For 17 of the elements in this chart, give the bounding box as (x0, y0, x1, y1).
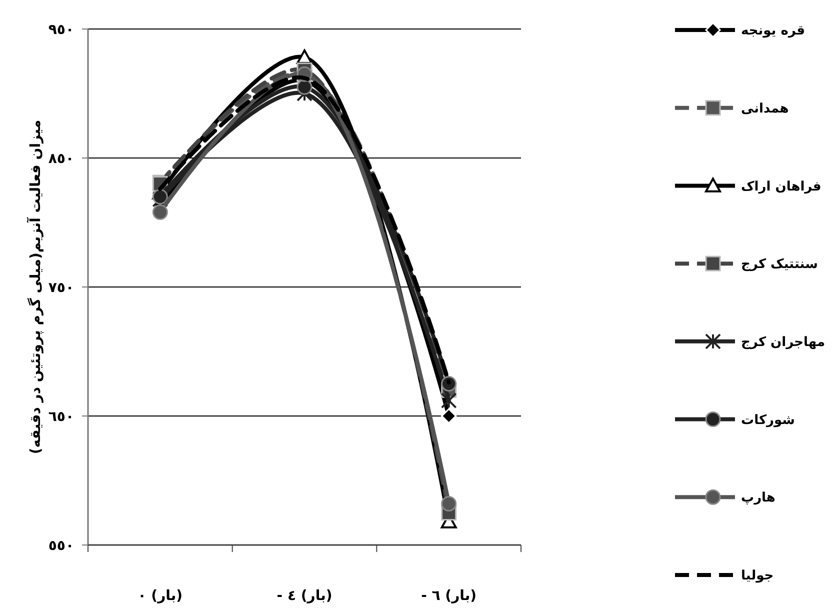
legend-label: شورکات (741, 412, 795, 428)
x-tick-label: (بار) ٠ (138, 588, 183, 604)
x-tick-label: (بار) ٦ - (421, 588, 477, 604)
legend-label: هارپ (741, 490, 776, 506)
legend-label: جولیا (741, 568, 774, 584)
y-tick-label: ٦٥٠ (48, 408, 74, 425)
y-tick-label: ٨٥٠ (48, 150, 74, 167)
x-tick-label: (بار) ٤ - (276, 588, 332, 604)
legend-label: قره یونجه (741, 24, 805, 39)
y-tick-label: ٩٥٠ (48, 22, 74, 38)
y-tick-label: ٥٥٠ (48, 538, 74, 554)
y-tick-label: ٧٥٠ (48, 280, 74, 296)
legend-label: سنتتیک کرج (741, 257, 818, 272)
y-axis-title: میزان فعالیت آنزیم(میلی گرم پروتئین در دقیقه) (26, 120, 44, 454)
legend-label: مهاجران کرج (741, 334, 826, 350)
legend-label: فراهان اراک (741, 179, 822, 194)
legend-label: همدانی (741, 101, 789, 116)
